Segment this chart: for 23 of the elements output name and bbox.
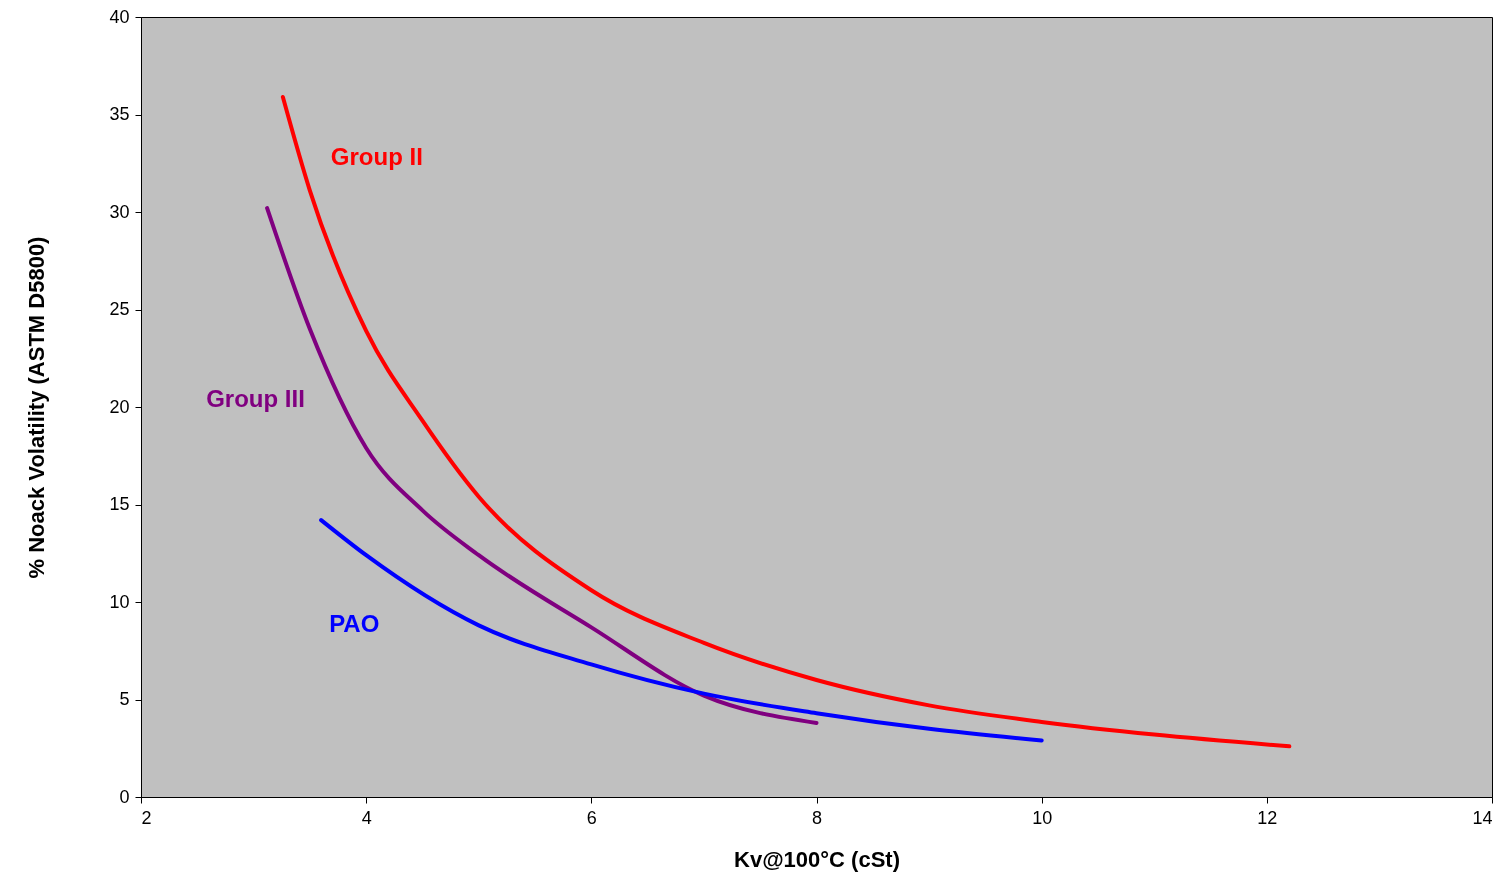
x-tick-label: 6: [586, 807, 597, 828]
y-tick-label: 10: [109, 591, 130, 612]
x-tick-label: 4: [361, 807, 372, 828]
y-tick-label: 30: [109, 201, 130, 222]
x-tick-label: 14: [1472, 807, 1493, 828]
x-tick-label: 10: [1032, 807, 1053, 828]
x-tick-label: 12: [1257, 807, 1278, 828]
line-series: [319, 518, 1044, 743]
y-tick-label: 0: [119, 786, 130, 807]
y-tick-label: 40: [109, 6, 130, 27]
x-tick-label: 8: [811, 807, 823, 828]
line-series: [280, 94, 1292, 749]
y-tick-label: 35: [109, 104, 130, 124]
y-axis-title: % Noack Volatility (ASTM D5800): [24, 236, 50, 579]
y-tick-label: 25: [109, 299, 130, 319]
series-label: Group II: [330, 142, 423, 170]
x-axis-title: Kv@100°C (cSt): [734, 846, 900, 872]
x-tick-label: 2: [141, 807, 152, 828]
y-tick-label: 15: [109, 494, 130, 514]
y-tick-label: 5: [119, 689, 130, 709]
y-tick-label: 20: [109, 396, 130, 417]
series-label: Group III: [206, 385, 305, 412]
series-label: PAO: [329, 610, 380, 638]
